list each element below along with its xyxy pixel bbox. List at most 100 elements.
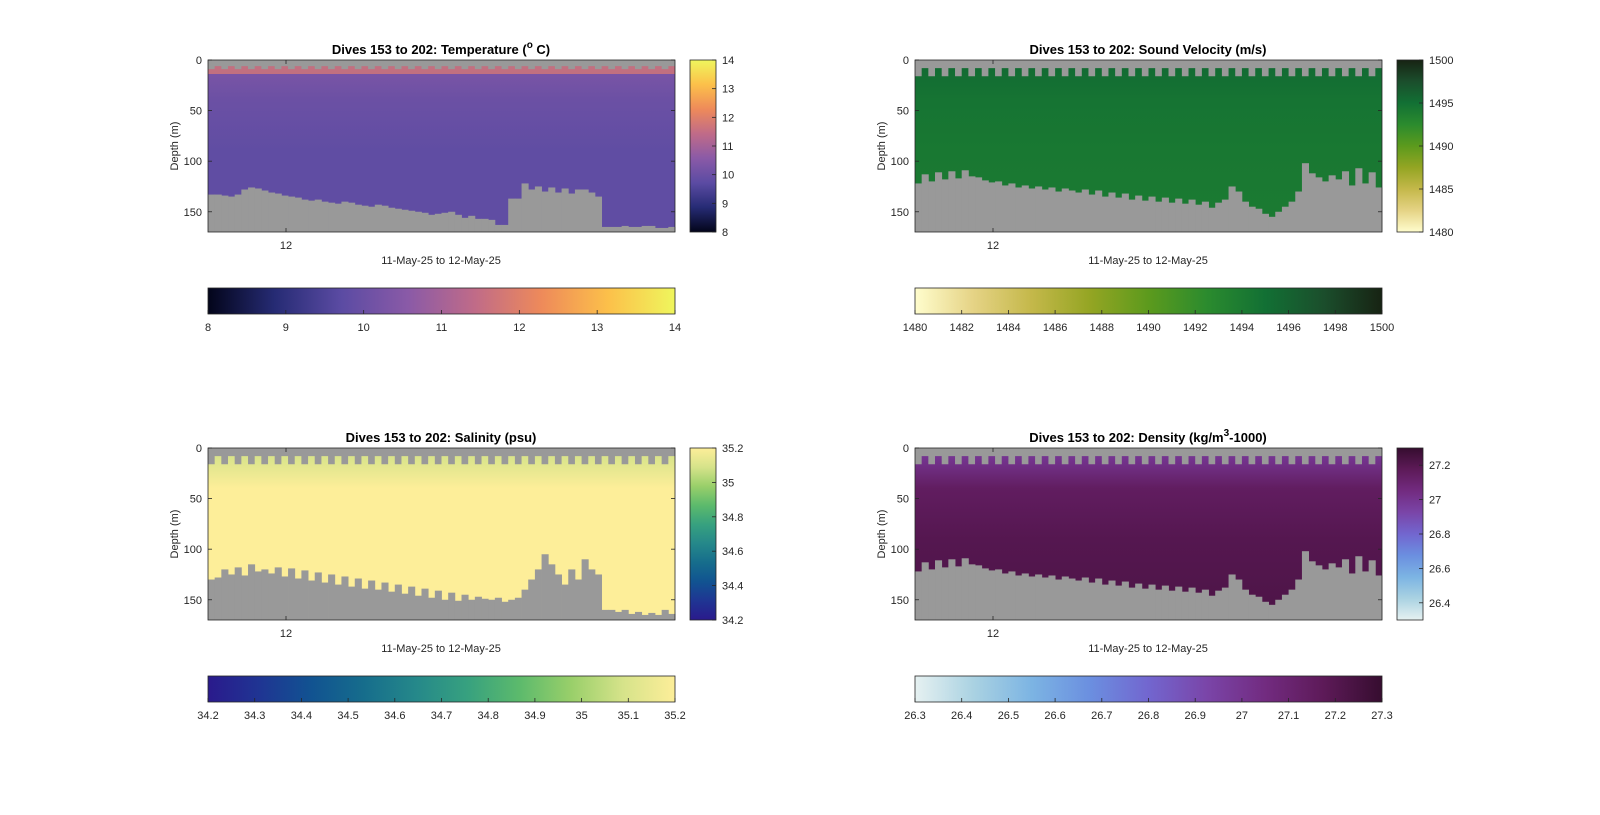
bottom-profile-bar bbox=[941, 179, 949, 232]
plot-area bbox=[207, 447, 676, 621]
bottom-profile-bar bbox=[1101, 584, 1109, 620]
colorbar-horizontal: 26.3 26.4 26.5 26.6 26.7 26.8 26.9 27 27.1 27.2 27… bbox=[904, 675, 1393, 722]
bottom-profile-bar bbox=[1361, 571, 1370, 620]
bottom-profile-bar bbox=[514, 597, 522, 620]
bottom-profile-bar bbox=[614, 226, 623, 232]
bottom-profile-bar bbox=[281, 576, 289, 620]
colorbar-tick-label: 26.7 bbox=[1091, 710, 1112, 722]
bottom-profile-bar bbox=[528, 579, 536, 620]
colorbar-tick-label: 26.6 bbox=[1044, 710, 1065, 722]
bottom-profile-bar bbox=[1261, 213, 1269, 232]
bottom-profile-bar bbox=[1048, 187, 1056, 232]
x-axis-label: 11-May-25 to 12-May-25 bbox=[381, 643, 501, 655]
colorbar-tick-label: 11 bbox=[722, 141, 733, 153]
plot-area bbox=[207, 59, 676, 233]
bottom-profile-bar bbox=[548, 564, 556, 620]
colorbar-vertical: 8 9 10 11 12 13 14 bbox=[689, 55, 734, 239]
y-tick-label: 150 bbox=[891, 595, 909, 607]
y-tick-label: 0 bbox=[903, 443, 909, 455]
bottom-profile-bar bbox=[488, 599, 496, 620]
bottom-profile-bar bbox=[314, 572, 322, 620]
bottom-profile-bar bbox=[1368, 560, 1376, 620]
bottom-profile-bar bbox=[1361, 183, 1370, 232]
colorbar-vertical-gradient bbox=[1396, 59, 1424, 233]
bottom-profile-bar bbox=[1235, 191, 1243, 232]
bottom-profile-bar bbox=[1328, 175, 1336, 232]
bottom-profile-bar bbox=[501, 601, 509, 620]
bottom-profile-bar bbox=[1348, 185, 1356, 232]
bottom-profile-bar bbox=[474, 218, 482, 232]
colorbar-tick-label: 12 bbox=[722, 112, 734, 124]
plot-frame bbox=[207, 59, 676, 233]
bottom-profile-bar bbox=[1261, 601, 1269, 620]
bottom-profile-bar bbox=[1175, 198, 1183, 232]
bottom-profile-bar bbox=[474, 596, 482, 620]
bottom-profile-bar bbox=[661, 609, 669, 620]
x-axis: 12 bbox=[987, 448, 999, 640]
plot-frame bbox=[914, 447, 1383, 621]
colorbar-tick-label: 35 bbox=[722, 477, 734, 489]
colorbar-tick-label: 1485 bbox=[1429, 184, 1453, 196]
colorbar-tick-label: 1498 bbox=[1323, 322, 1347, 334]
panel-salinity: Dives 153 to 202: Salinity (psu) 0 50 100 1… bbox=[169, 430, 743, 722]
bottom-profile-bar bbox=[1208, 595, 1216, 620]
bottom-profile-bar bbox=[494, 597, 502, 620]
x-axis-label: 11-May-25 to 12-May-25 bbox=[1088, 643, 1208, 655]
y-tick-label: 50 bbox=[190, 494, 202, 506]
bottom-profile-bar bbox=[1121, 581, 1129, 620]
bottom-profile-bar bbox=[935, 560, 943, 620]
bottom-profile-bar bbox=[1355, 556, 1363, 620]
plot-frame bbox=[207, 447, 676, 621]
bottom-profile-bar bbox=[421, 588, 429, 620]
bottom-profile-bar bbox=[1335, 179, 1343, 232]
colorbar-tick-label: 1490 bbox=[1136, 322, 1160, 334]
bottom-profile-bar bbox=[915, 571, 923, 620]
bottom-profile-bar bbox=[341, 576, 349, 620]
bottom-profile-bar bbox=[1135, 583, 1143, 620]
bottom-profile-bar bbox=[368, 206, 376, 232]
colorbar-tick-label: 1480 bbox=[903, 322, 927, 334]
bottom-profile-bar bbox=[1075, 580, 1083, 620]
bottom-profile-bar bbox=[1275, 599, 1283, 620]
bottom-profile-bar bbox=[981, 568, 989, 620]
bottom-profile-bar bbox=[381, 205, 389, 232]
bottom-profile-bar bbox=[961, 558, 969, 620]
chart-title: Dives 153 to 202: Density (kg/m3-1000) bbox=[1029, 428, 1267, 445]
chart-title: Dives 153 to 202: Salinity (psu) bbox=[346, 430, 537, 445]
bottom-profile-bar bbox=[554, 192, 562, 232]
bottom-profile-bar bbox=[321, 201, 329, 232]
x-tick-label: 12 bbox=[987, 240, 999, 252]
bottom-profile-bar bbox=[454, 600, 462, 620]
plot-area bbox=[914, 447, 1383, 621]
bottom-profile-bar bbox=[1308, 173, 1316, 232]
bottom-profile-bar bbox=[261, 569, 269, 620]
bottom-profile-bar bbox=[988, 570, 996, 620]
bottom-profile-bar bbox=[1108, 580, 1116, 620]
bottom-profile-bar bbox=[328, 574, 336, 620]
colorbar-tick-label: 14 bbox=[722, 55, 734, 67]
bottom-profile-bar bbox=[241, 575, 249, 620]
y-axis: 0 50 100 150 bbox=[184, 55, 675, 219]
bottom-profile-bar bbox=[534, 569, 542, 620]
chart-title: Dives 153 to 202: Temperature (o C) bbox=[332, 40, 550, 57]
colorbar-horizontal-gradient bbox=[207, 675, 676, 703]
bottom-profile-bar bbox=[428, 597, 436, 620]
bottom-profile-bar bbox=[648, 612, 656, 620]
colorbar-tick-label: 14 bbox=[669, 322, 681, 334]
colorbar-tick-label: 34.3 bbox=[244, 710, 265, 722]
bottom-profile-bar bbox=[1168, 202, 1176, 232]
surface-gap bbox=[915, 448, 1382, 465]
bottom-profile-bar bbox=[401, 209, 409, 232]
bottom-profile-bar bbox=[601, 609, 609, 620]
y-tick-label: 100 bbox=[184, 544, 202, 556]
surface-gap bbox=[208, 448, 675, 465]
bottom-profile-bar bbox=[388, 207, 396, 232]
bottom-profile-bar bbox=[301, 570, 309, 620]
bottom-profile-bar bbox=[614, 611, 623, 620]
bottom-profile-bar bbox=[1375, 187, 1383, 232]
bottom-profile-bar bbox=[208, 194, 216, 232]
bottom-profile-bar bbox=[394, 208, 402, 232]
bottom-profile-bar bbox=[481, 598, 489, 620]
bottom-profile-bar bbox=[441, 212, 449, 232]
